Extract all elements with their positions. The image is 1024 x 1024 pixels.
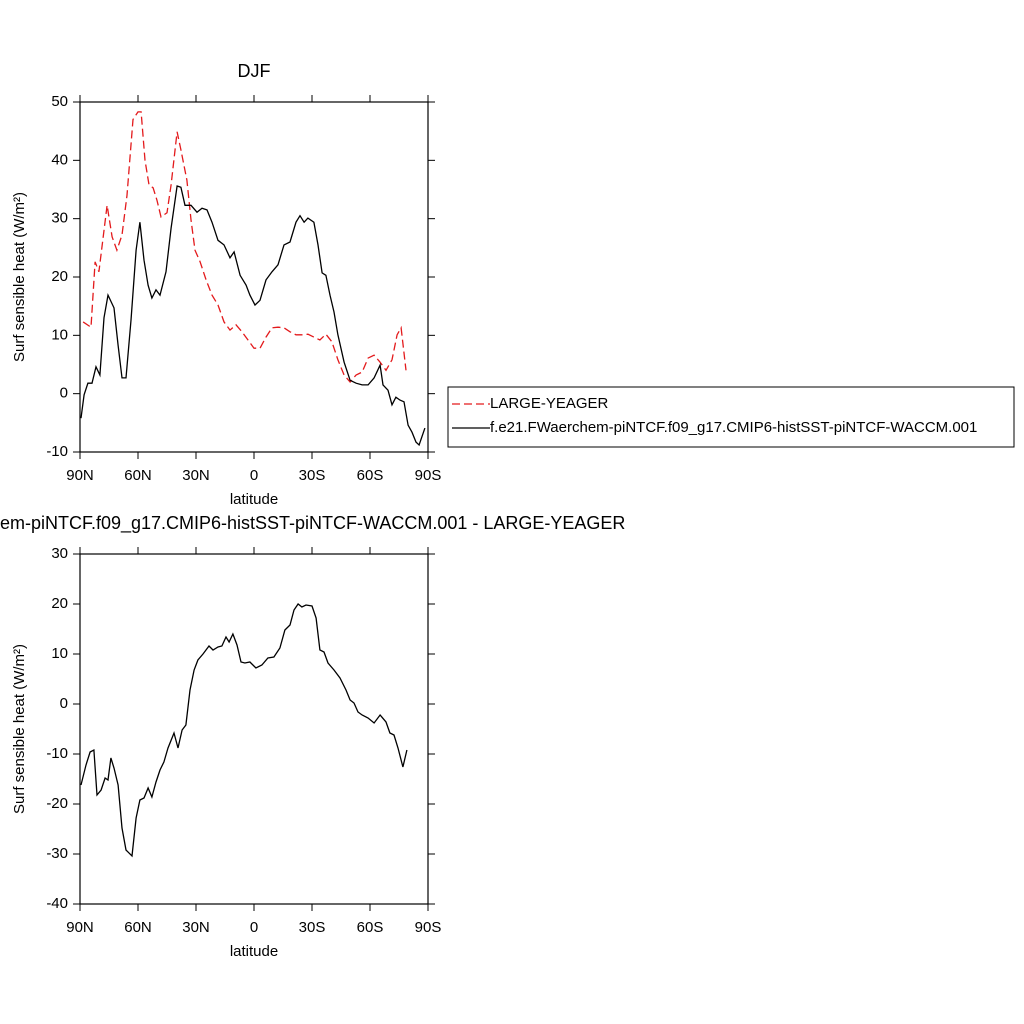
x-tick-label: 90S bbox=[415, 919, 442, 936]
series-line bbox=[82, 111, 407, 383]
x-tick-label: 90N bbox=[66, 467, 94, 484]
series-line bbox=[80, 185, 426, 447]
x-axis-label: latitude bbox=[230, 943, 278, 960]
y-axis-label: Surf sensible heat (W/m²) bbox=[11, 192, 28, 362]
x-tick-label: 30S bbox=[299, 919, 326, 936]
y-tick-label: 0 bbox=[60, 695, 68, 712]
y-tick-label: 40 bbox=[51, 151, 68, 168]
y-tick-label: -20 bbox=[46, 795, 68, 812]
y-tick-label: 30 bbox=[51, 210, 68, 227]
legend-label: f.e21.FWaerchem-piNTCF.f09_g17.CMIP6-his… bbox=[490, 419, 977, 436]
y-axis-label: Surf sensible heat (W/m²) bbox=[11, 644, 28, 814]
y-tick-label: 50 bbox=[51, 93, 68, 110]
x-tick-label: 30N bbox=[182, 919, 210, 936]
x-axis-label: latitude bbox=[230, 491, 278, 508]
y-tick-label: 30 bbox=[51, 545, 68, 562]
y-tick-label: -10 bbox=[46, 443, 68, 460]
chart-title: f.e21.FWaerchem-piNTCF.f09_g17.CMIP6-his… bbox=[0, 513, 625, 534]
x-tick-label: 90S bbox=[415, 467, 442, 484]
x-tick-label: 0 bbox=[250, 919, 258, 936]
x-tick-label: 60N bbox=[124, 919, 152, 936]
legend-label: LARGE-YEAGER bbox=[490, 395, 609, 412]
series-line bbox=[80, 603, 408, 858]
x-tick-label: 30S bbox=[299, 467, 326, 484]
y-tick-label: 10 bbox=[51, 326, 68, 343]
x-tick-label: 30N bbox=[182, 467, 210, 484]
x-tick-label: 60N bbox=[124, 467, 152, 484]
x-tick-label: 0 bbox=[250, 467, 258, 484]
x-tick-label: 60S bbox=[357, 919, 384, 936]
legend-box bbox=[447, 386, 1015, 448]
y-tick-label: -40 bbox=[46, 895, 68, 912]
x-tick-label: 90N bbox=[66, 919, 94, 936]
plot-frame bbox=[79, 101, 429, 453]
x-tick-label: 60S bbox=[357, 467, 384, 484]
y-tick-label: 0 bbox=[60, 385, 68, 402]
plot-frame bbox=[79, 553, 429, 905]
y-tick-label: 10 bbox=[51, 645, 68, 662]
y-tick-label: 20 bbox=[51, 595, 68, 612]
chart-title: DJF bbox=[238, 61, 271, 81]
y-tick-label: -10 bbox=[46, 745, 68, 762]
y-tick-label: -30 bbox=[46, 845, 68, 862]
y-tick-label: 20 bbox=[51, 268, 68, 285]
